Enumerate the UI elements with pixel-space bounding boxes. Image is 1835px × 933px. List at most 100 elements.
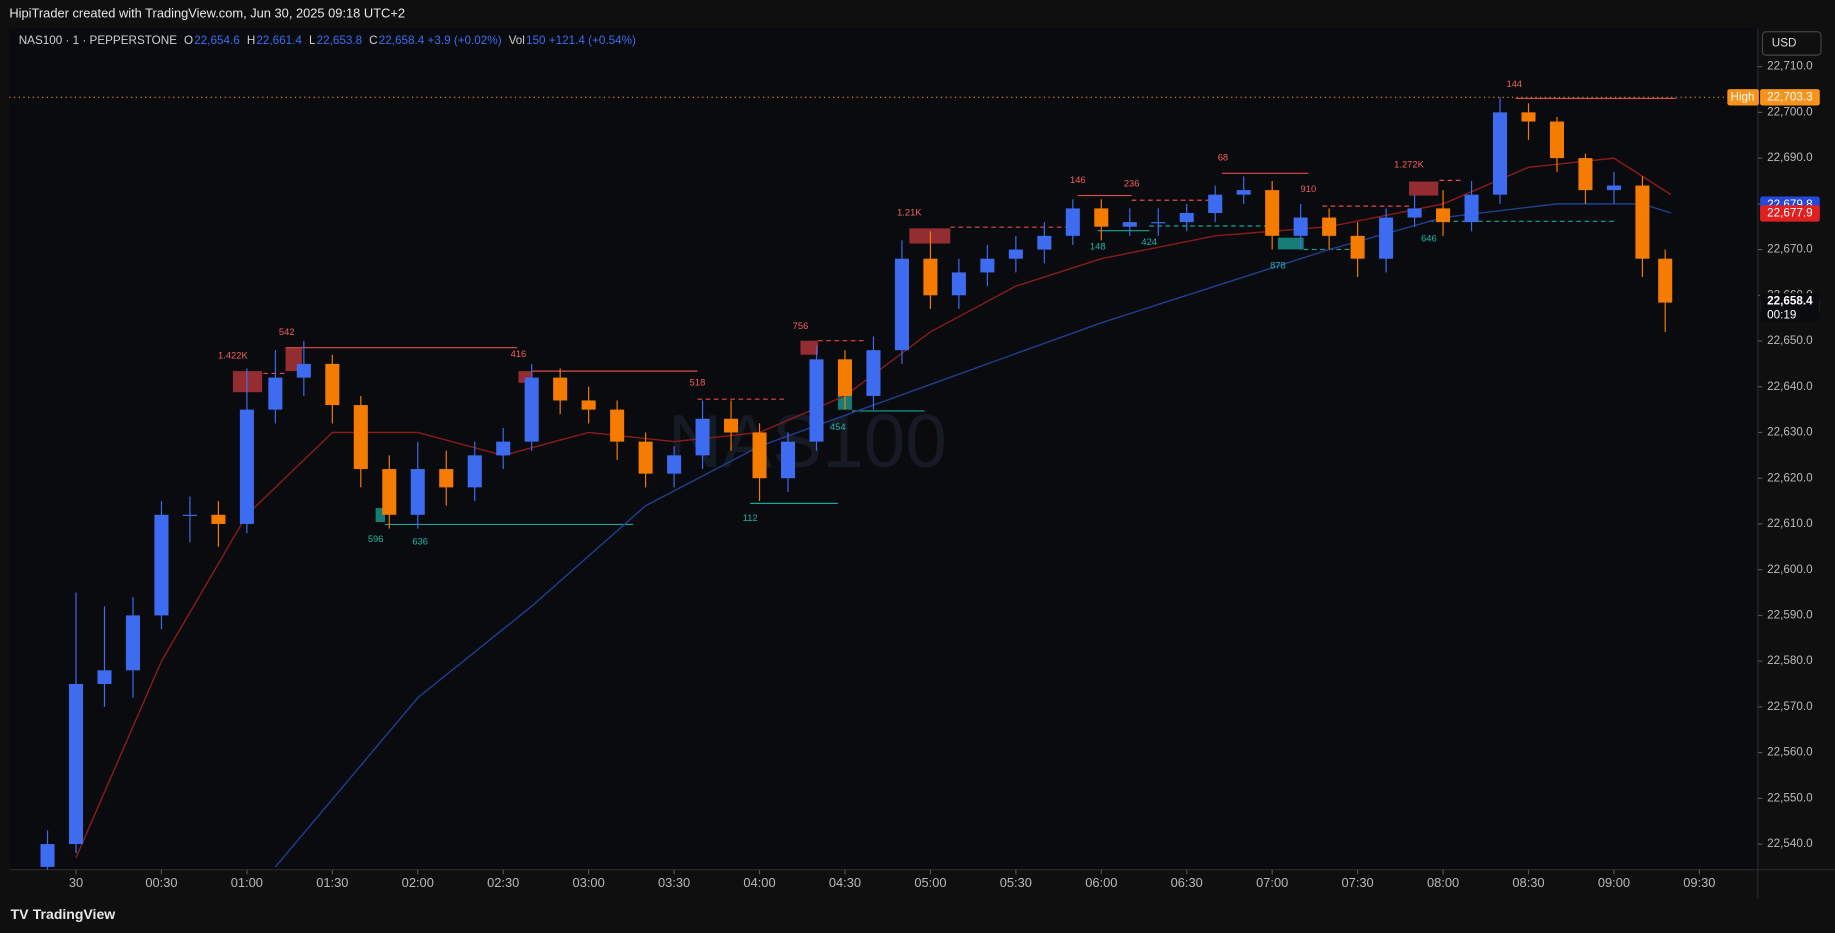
candle-body (1578, 158, 1593, 191)
y-tick-label: 22,710.0 (1767, 60, 1813, 73)
currency[interactable]: USD (1772, 37, 1797, 50)
candle-body (410, 469, 425, 515)
legend-key: L (309, 34, 316, 47)
candle-body (951, 272, 966, 296)
candle-body (1350, 235, 1365, 259)
candle-body (1379, 217, 1394, 259)
y-tick-label: 22,610.0 (1767, 517, 1813, 530)
candle-body (1658, 258, 1673, 303)
volume-annotation: 646 (1421, 233, 1437, 243)
y-tick-label: 22,550.0 (1767, 791, 1813, 804)
plot (9, 96, 1758, 870)
price-badge-label: 22,703.3 (1767, 90, 1812, 103)
candle-body (382, 469, 397, 515)
candle-body (780, 441, 796, 479)
candle-body (1635, 185, 1650, 259)
legend-value: 150 +121.4 (+0.54%) (526, 34, 636, 47)
volume-annotation: 1.21K (897, 208, 922, 218)
legend-key: H (247, 34, 255, 47)
x-tick-label: 06:30 (1171, 875, 1203, 890)
y-tick-label: 22,600.0 (1767, 563, 1813, 576)
legend-value: 22,661.4 (256, 34, 302, 47)
candle-body (553, 377, 568, 401)
moving-average (274, 203, 1672, 868)
volume-annotation: 148 (1090, 242, 1106, 252)
candle-body (97, 670, 112, 684)
supply-zone (800, 340, 819, 355)
candle-body (724, 418, 739, 433)
volume-annotation: 68 (1218, 153, 1228, 163)
candle-body (1492, 112, 1508, 195)
last-price-countdown: 00:19 (1767, 309, 1796, 322)
volume-annotation: 236 (1124, 178, 1140, 188)
candle-body (923, 258, 938, 296)
volume-annotation: 416 (511, 349, 527, 359)
footer-icon: TV (11, 906, 30, 922)
candle-body (439, 469, 454, 488)
candle-body (610, 409, 625, 442)
y-tick-label: 22,640.0 (1767, 380, 1813, 393)
volume-annotation: 1.422K (218, 350, 248, 360)
candle-body (68, 683, 84, 845)
candle-body (1407, 208, 1422, 218)
candle-body (809, 359, 824, 442)
x-tick-label: 05:00 (914, 875, 946, 890)
candle-body (1265, 190, 1280, 236)
candle-body (638, 441, 653, 474)
demand-zone (375, 508, 386, 523)
y-tick-label: 22,650.0 (1767, 334, 1813, 347)
y-tick-label: 22,690.0 (1767, 151, 1813, 164)
candle-body (496, 441, 511, 456)
candle-body (1208, 194, 1223, 213)
candle-body (40, 844, 55, 867)
legend-value: 22,653.8 (317, 34, 363, 47)
candle-body (752, 432, 767, 479)
footer-brand: TradingView (33, 906, 115, 922)
candle-body (325, 363, 340, 406)
price-badge (1760, 205, 1820, 222)
price-badge-tag (1727, 89, 1759, 106)
last-price-box (1760, 293, 1820, 322)
legend-value: 22,658.4 +3.9 (+0.02%) (379, 34, 502, 47)
price-badge (1760, 89, 1820, 106)
currency-box[interactable] (1761, 31, 1822, 56)
price-badge-label: 22,677.9 (1767, 207, 1812, 220)
volume-annotation: 596 (368, 534, 384, 544)
price-badge-tag-label: High (1731, 90, 1755, 103)
volume-annotation: 878 (1270, 260, 1286, 270)
candle-body (182, 514, 197, 516)
x-tick-label: 03:30 (658, 875, 690, 890)
legend-key: C (369, 34, 377, 47)
x-tick-label: 05:30 (1000, 875, 1032, 890)
x-tick-label: 04:00 (743, 875, 775, 890)
candle-body (1037, 235, 1052, 250)
candle-body (1008, 249, 1023, 259)
supply-zone (518, 371, 533, 383)
x-tick-label: 07:00 (1256, 875, 1288, 890)
x-tick-label: 09:30 (1683, 875, 1715, 890)
x-tick-label: 09:00 (1598, 875, 1630, 890)
candle-body (1122, 222, 1137, 227)
candle-body (524, 377, 539, 442)
candle-body (239, 409, 254, 524)
legend-key: Vol (509, 34, 525, 47)
candle-body (1549, 121, 1564, 159)
candle-body (1179, 212, 1194, 223)
y-tick-label: 22,580.0 (1767, 654, 1813, 667)
candle-body (1094, 208, 1109, 227)
legend-value: 22,654.6 (194, 34, 240, 47)
header-title: HipiTrader created with TradingView.com,… (9, 6, 405, 21)
footer-logo: TV (11, 906, 30, 922)
legend-key: O (184, 34, 193, 47)
candle-body (211, 514, 226, 524)
candle-body (268, 377, 283, 410)
candle-body (1606, 185, 1621, 191)
candle-body (296, 363, 311, 378)
candle-body (154, 514, 169, 616)
y-tick-label: 22,590.0 (1767, 608, 1813, 621)
demand-zone (1277, 237, 1304, 250)
volume-annotation: 756 (793, 321, 809, 331)
candle-body (467, 455, 482, 488)
